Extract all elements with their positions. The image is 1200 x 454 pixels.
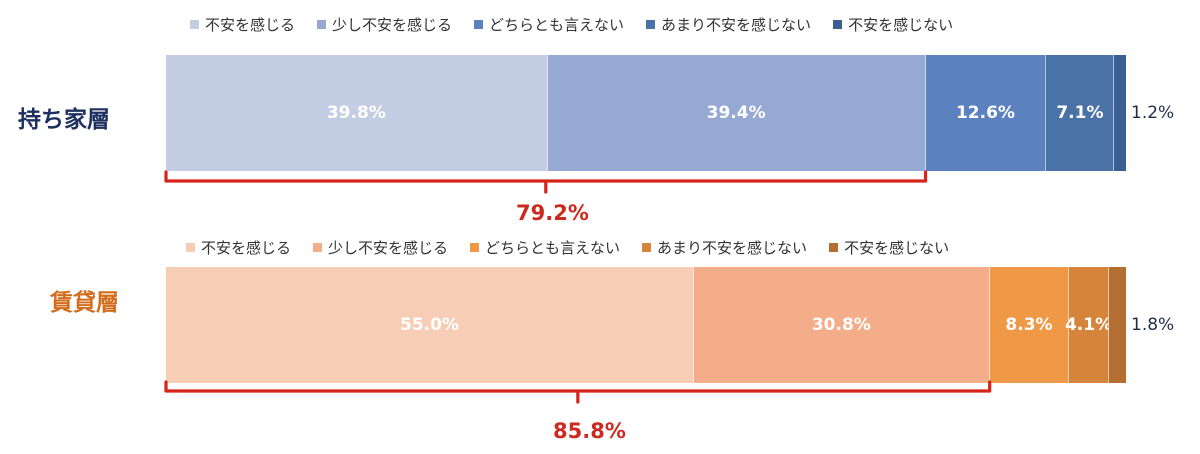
bar-segment: 30.8% bbox=[694, 267, 990, 383]
bar-segment bbox=[1114, 55, 1126, 171]
renter-legend: 不安を感じる 少し不安を感じる どちらとも言えない あまり不安を感じない 不安を… bbox=[186, 237, 971, 258]
owner-legend: 不安を感じる 少し不安を感じる どちらとも言えない あまり不安を感じない 不安を… bbox=[190, 14, 975, 35]
legend-label: 少し不安を感じる bbox=[328, 239, 449, 257]
legend-swatch bbox=[190, 20, 199, 29]
legend-swatch bbox=[470, 243, 480, 252]
legend-label: あまり不安を感じない bbox=[661, 16, 812, 34]
data-label: 7.1% bbox=[1056, 103, 1104, 123]
data-label: 8.3% bbox=[1005, 315, 1053, 335]
legend-label: 少し不安を感じる bbox=[332, 16, 453, 34]
bar-segment: 8.3% bbox=[989, 267, 1070, 383]
bar-segment: 39.4% bbox=[547, 55, 926, 171]
data-label: 30.8% bbox=[811, 315, 871, 335]
bar-segment bbox=[1108, 267, 1126, 383]
legend-item: 不安を感じない bbox=[833, 14, 953, 35]
legend-swatch bbox=[317, 20, 327, 29]
legend-item: どちらとも言えない bbox=[470, 237, 620, 258]
owner-chart: 不安を感じる 少し不安を感じる どちらとも言えない あまり不安を感じない 不安を… bbox=[18, 14, 1174, 225]
legend-label: あまり不安を感じない bbox=[657, 239, 808, 257]
bar-segment: 4.1% bbox=[1065, 267, 1112, 383]
bracket-path bbox=[164, 380, 992, 404]
legend-label: 不安を感じない bbox=[844, 239, 950, 257]
bar-segment: 7.1% bbox=[1046, 55, 1115, 171]
data-label: 1.2% bbox=[1131, 103, 1175, 123]
owner-total-label: 79.2% bbox=[516, 201, 589, 225]
data-label: 4.1% bbox=[1064, 315, 1113, 335]
legend-item: あまり不安を感じない bbox=[646, 14, 811, 35]
legend-swatch bbox=[646, 20, 656, 29]
legend-swatch bbox=[313, 243, 323, 252]
bar-segment: 12.6% bbox=[925, 55, 1047, 171]
bracket-path bbox=[164, 170, 928, 194]
legend-item: 少し不安を感じる bbox=[313, 237, 448, 258]
bar-segment: 55.0% bbox=[166, 267, 694, 383]
legend-swatch bbox=[829, 243, 839, 252]
legend-item: 不安を感じる bbox=[186, 237, 291, 258]
legend-swatch bbox=[642, 243, 652, 252]
owner-row-title: 持ち家層 bbox=[18, 107, 110, 133]
renter-stacked-bar: 55.0% 30.8% 8.3% 4.1% 1.8% bbox=[166, 267, 1174, 383]
legend-label: 不安を感じる bbox=[205, 16, 296, 34]
legend-label: どちらとも言えない bbox=[489, 16, 625, 34]
owner-stacked-bar: 39.8% 39.4% 12.6% 7.1% 1.2% bbox=[166, 55, 1174, 171]
legend-item: 少し不安を感じる bbox=[317, 14, 452, 35]
legend-label: どちらとも言えない bbox=[485, 239, 621, 257]
renter-total-label: 85.8% bbox=[553, 419, 626, 443]
renter-bracket bbox=[164, 380, 992, 404]
legend-swatch bbox=[186, 243, 195, 252]
data-label: 39.8% bbox=[326, 103, 386, 123]
legend-label: 不安を感じる bbox=[201, 239, 292, 257]
data-label: 1.8% bbox=[1131, 315, 1175, 335]
legend-item: あまり不安を感じない bbox=[642, 237, 807, 258]
legend-item: どちらとも言えない bbox=[474, 14, 624, 35]
owner-bracket bbox=[164, 170, 928, 194]
legend-swatch bbox=[474, 20, 484, 29]
data-label: 12.6% bbox=[955, 103, 1015, 123]
data-label: 55.0% bbox=[400, 315, 459, 335]
renter-chart: 不安を感じる 少し不安を感じる どちらとも言えない あまり不安を感じない 不安を… bbox=[0, 227, 1200, 454]
legend-item: 不安を感じる bbox=[190, 14, 295, 35]
legend-swatch bbox=[833, 20, 843, 29]
legend-label: 不安を感じない bbox=[848, 16, 954, 34]
legend-item: 不安を感じない bbox=[829, 237, 949, 258]
bar-segment: 39.8% bbox=[166, 55, 548, 171]
data-label: 39.4% bbox=[706, 103, 766, 123]
renter-row-title: 賃貸層 bbox=[50, 290, 119, 316]
